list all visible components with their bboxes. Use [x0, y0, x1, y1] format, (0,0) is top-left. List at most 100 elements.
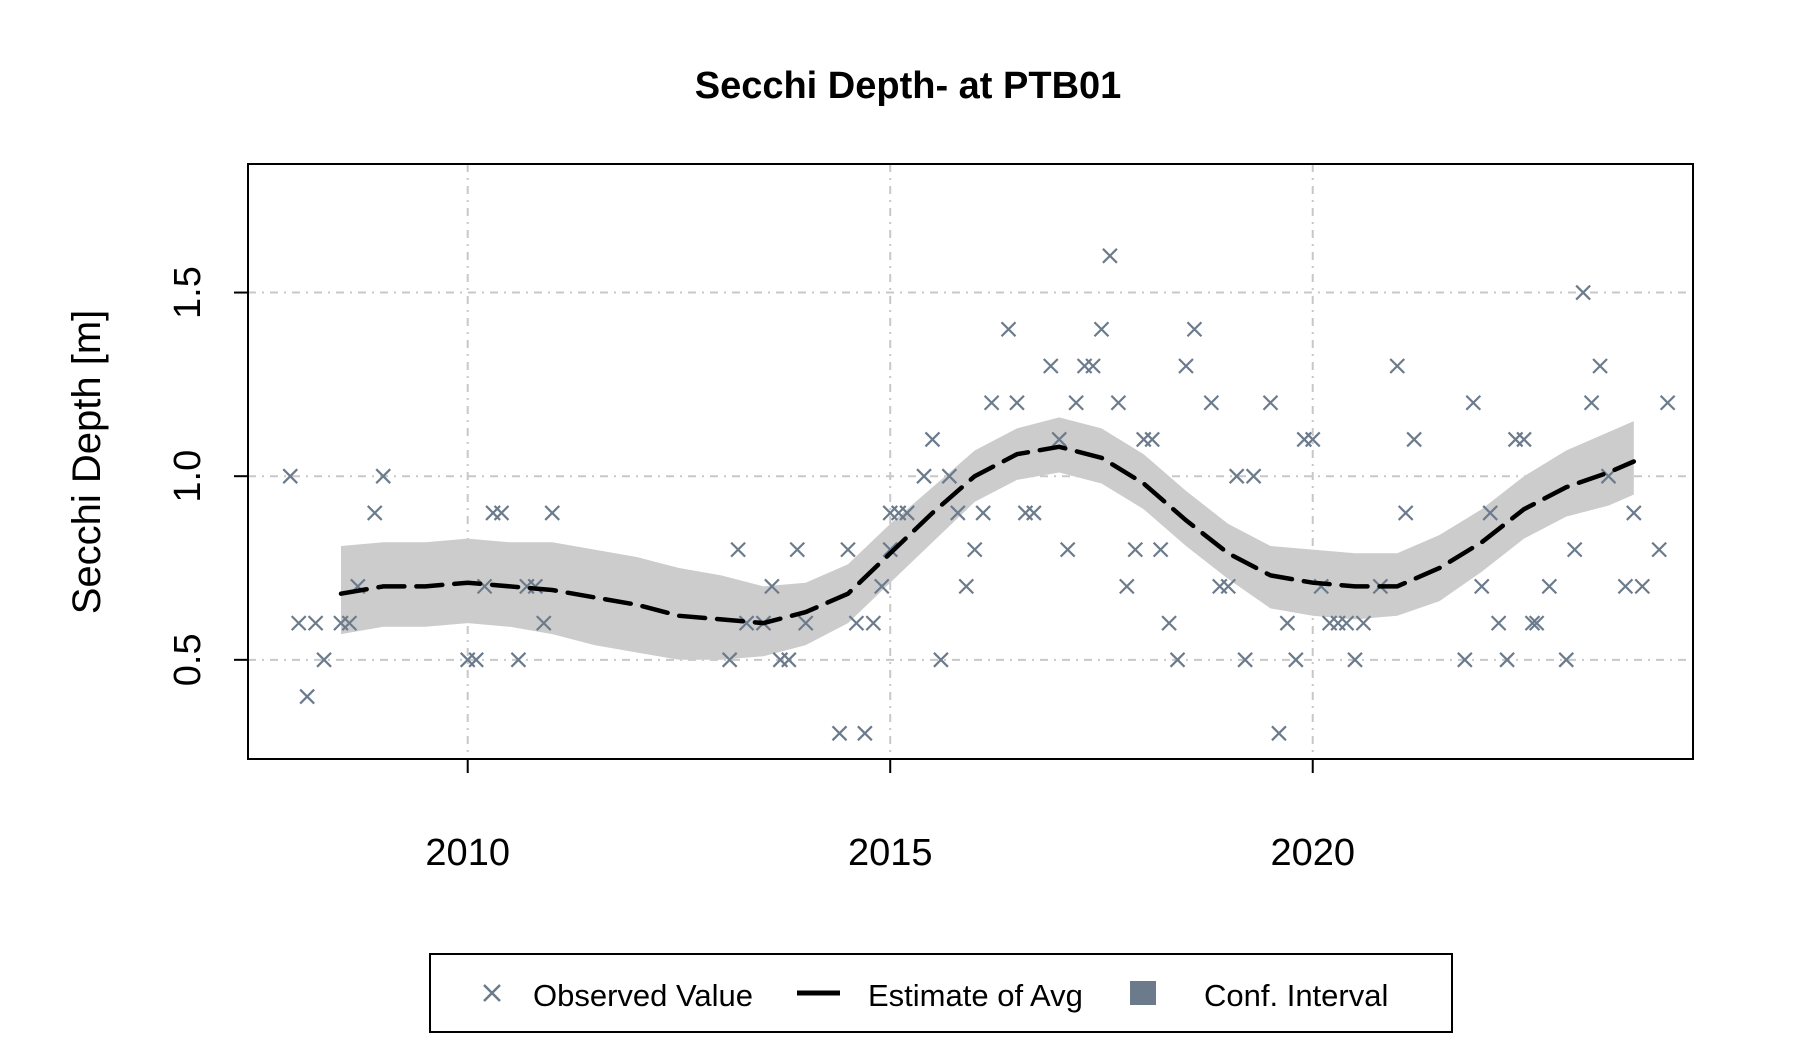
observed-point: [1262, 394, 1279, 411]
observed-point: [544, 505, 560, 521]
observed-point: [290, 615, 307, 631]
observed-point: [789, 541, 806, 558]
y-axis: 0.5 1.0 1.5: [167, 266, 248, 686]
observed-point: [1355, 615, 1372, 631]
observed-point: [1482, 505, 1498, 521]
observed-point: [797, 615, 814, 631]
observed-point: [1490, 615, 1507, 631]
observed-point: [1304, 431, 1321, 448]
observed-point: [1406, 431, 1422, 448]
observed-point: [1161, 615, 1177, 631]
observed-point: [1338, 615, 1355, 631]
observed-point: [1457, 652, 1473, 668]
observed-point: [916, 468, 932, 484]
observed-point: [1178, 358, 1194, 374]
observed-point: [1279, 615, 1296, 631]
y-tick-label: 0.5: [167, 633, 209, 686]
legend-box: [429, 953, 1453, 1033]
observed-point: [307, 615, 324, 631]
observed-point: [950, 505, 966, 521]
observed-point: [865, 615, 882, 631]
observed-point: [764, 578, 780, 595]
estimate-line: [338, 444, 1637, 626]
observed-point: [840, 541, 856, 558]
observed-point: [1245, 468, 1262, 484]
observed-point: [1043, 358, 1059, 374]
observed-point: [738, 615, 755, 631]
observed-point: [1651, 541, 1667, 558]
x-tick-label: 2015: [848, 832, 933, 874]
observed-point: [1110, 394, 1127, 411]
estimate-line-layer: [338, 444, 1637, 626]
observed-point: [1169, 652, 1186, 668]
observed-point: [831, 725, 848, 742]
legend-cross-icon: [483, 984, 501, 1002]
observed-point: [857, 725, 873, 742]
x-axis: 2010 2015 2020: [425, 759, 1355, 874]
legend-item-observed: Observed Value: [483, 978, 753, 1013]
observed-point: [1068, 394, 1084, 411]
observed-point: [1119, 578, 1135, 595]
y-tick-label: 1.0: [167, 450, 209, 503]
observed-point: [1516, 431, 1532, 448]
observed-point: [341, 615, 358, 631]
observed-point: [1465, 394, 1482, 411]
legend-square-icon: [1130, 981, 1156, 1005]
observed-point: [1389, 358, 1406, 374]
observed-point: [1397, 505, 1414, 521]
observed-point: [1186, 321, 1203, 338]
observed-point: [983, 394, 1000, 411]
observed-point: [1085, 358, 1101, 374]
observed-point: [1558, 652, 1575, 668]
observed-point: [1524, 615, 1541, 631]
legend-label-estimate: Estimate of Avg: [868, 978, 1083, 1013]
legend-item-estimate: Estimate of Avg: [797, 978, 1083, 1013]
observed-point: [933, 652, 949, 668]
observed-point: [1059, 541, 1076, 558]
legend-label-observed: Observed Value: [533, 978, 753, 1013]
observed-point: [1237, 652, 1253, 668]
observed-point: [375, 468, 391, 484]
observed-point: [1566, 541, 1583, 558]
observed-point: [1473, 578, 1490, 595]
observed-point: [924, 431, 941, 448]
observed-point: [1575, 284, 1591, 301]
observed-point: [781, 652, 797, 668]
plot-frame: [247, 163, 1694, 760]
observed-point: [1271, 725, 1287, 742]
observed-point: [316, 652, 332, 668]
observed-points-layer: [282, 248, 1676, 742]
observed-point: [510, 652, 527, 668]
legend: Observed Value Estimate of Avg Conf. Int…: [429, 953, 1453, 1033]
observed-point: [1617, 578, 1634, 595]
y-axis-label: Secchi Depth [m]: [65, 310, 109, 615]
legend-label-confidence: Conf. Interval: [1204, 978, 1388, 1013]
observed-point: [1659, 394, 1676, 411]
x-tick-label: 2020: [1270, 832, 1355, 874]
chart-title: Secchi Depth- at PTB01: [695, 65, 1122, 107]
observed-point: [1634, 578, 1651, 595]
observed-point: [1152, 541, 1169, 558]
observed-point: [1009, 394, 1025, 411]
observed-point: [1051, 431, 1068, 448]
observed-point: [848, 615, 865, 631]
observed-point: [1000, 321, 1017, 338]
x-tick-label: 2010: [425, 832, 510, 874]
observed-point: [958, 578, 975, 595]
observed-point: [535, 615, 552, 631]
observed-point: [366, 505, 383, 521]
observed-point: [1541, 578, 1558, 595]
observed-point: [468, 652, 484, 668]
observed-point: [1528, 615, 1545, 631]
observed-point: [873, 578, 890, 595]
observed-point: [1127, 541, 1144, 558]
observed-point: [1102, 248, 1118, 264]
observed-point: [1026, 505, 1042, 521]
observed-point: [282, 468, 299, 484]
observed-point: [493, 505, 510, 521]
observed-point: [1220, 578, 1237, 595]
observed-point: [1626, 505, 1642, 521]
observed-point: [1347, 652, 1363, 668]
